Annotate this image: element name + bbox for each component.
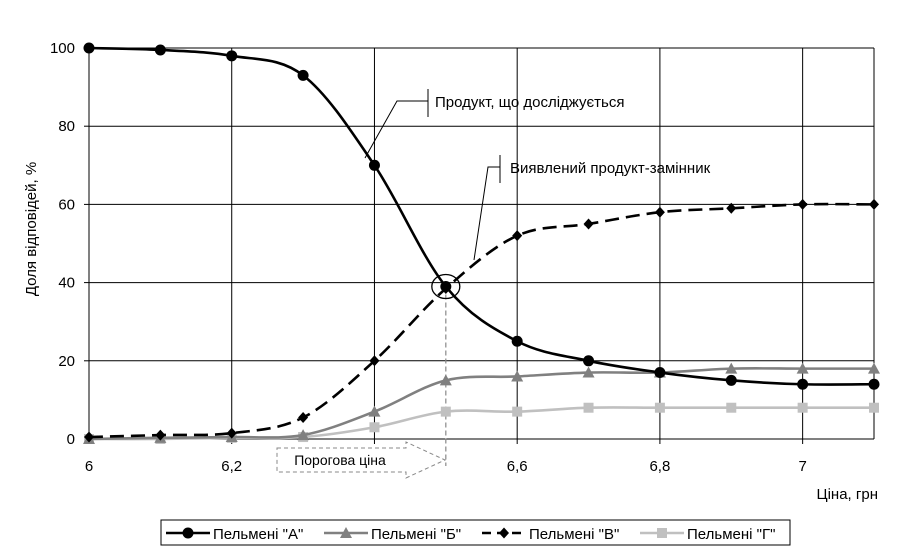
- data-point: [369, 422, 380, 433]
- data-point: [440, 281, 452, 293]
- legend-marker: [340, 527, 352, 538]
- data-point: [155, 429, 166, 441]
- x-tick-label: 7: [798, 458, 806, 475]
- y-tick-label: 60: [58, 196, 75, 213]
- y-tick-label: 20: [58, 353, 75, 370]
- data-point: [726, 402, 737, 413]
- data-point: [582, 366, 595, 378]
- data-point: [511, 335, 523, 347]
- y-tick-label: 0: [67, 431, 75, 448]
- data-point: [512, 230, 523, 242]
- threshold-arrow: [276, 441, 447, 479]
- y-tick-label: 80: [58, 118, 75, 135]
- legend-marker: [182, 527, 194, 539]
- data-point: [869, 402, 879, 413]
- x-tick-label: 6,6: [507, 458, 528, 475]
- data-point: [154, 44, 166, 56]
- legend-label: Пельмені "Б": [371, 526, 461, 543]
- legend-marker: [657, 528, 667, 538]
- series-circle: [83, 42, 880, 390]
- data-point: [868, 378, 880, 390]
- data-point: [869, 198, 879, 210]
- data-point: [797, 378, 809, 390]
- callouts: Продукт, що досліджується Виявлений проду…: [364, 89, 711, 300]
- series-layer: [83, 42, 880, 444]
- legend-item: Пельмені "Б": [324, 526, 461, 543]
- x-tick-label: 6: [85, 458, 93, 475]
- data-point: [439, 374, 452, 386]
- data-point: [368, 405, 381, 417]
- series-line: [88, 367, 874, 441]
- legend-label: Пельмені "В": [529, 526, 619, 543]
- legend-item: Пельмені "А": [166, 526, 303, 543]
- data-point: [654, 206, 665, 218]
- product-label: Продукт, що досліджується: [435, 94, 624, 111]
- data-point: [654, 402, 665, 413]
- data-point: [440, 406, 451, 417]
- data-point: [583, 402, 594, 413]
- data-point: [297, 69, 309, 81]
- x-tick-label: 6,8: [649, 458, 670, 475]
- product-leader-line: [364, 100, 428, 159]
- legend-label: Пельмені "А": [213, 526, 303, 543]
- data-point: [726, 202, 737, 214]
- data-point: [226, 50, 238, 62]
- data-point: [583, 355, 595, 367]
- y-tick-label: 100: [50, 40, 75, 57]
- data-point: [725, 362, 738, 374]
- data-point: [298, 411, 309, 423]
- legend-label: Пельмені "Г": [687, 526, 775, 543]
- x-axis-label: Ціна, грн: [817, 486, 879, 503]
- data-point: [583, 218, 594, 230]
- data-point: [797, 402, 808, 413]
- data-point: [796, 362, 809, 374]
- legend: Пельмені "А" Пельмені "Б" Пельмені "В" Пель…: [160, 519, 791, 546]
- axes: 0 20 40 60 80 100 6 6,2 6,6 6,8 7: [50, 40, 874, 475]
- threshold-label: Порогова ціна: [294, 452, 386, 468]
- data-point: [226, 427, 237, 439]
- data-point: [368, 159, 380, 171]
- substitute-leader-line: [473, 166, 500, 261]
- data-point: [83, 42, 95, 54]
- intersection-circle: [431, 273, 461, 300]
- data-point: [369, 355, 380, 367]
- data-point: [511, 370, 524, 382]
- data-point: [868, 362, 880, 374]
- y-tick-label: 40: [58, 275, 75, 292]
- y-axis-label: Доля відповідей, %: [23, 162, 40, 296]
- data-point: [512, 406, 523, 417]
- legend-marker: [499, 527, 509, 539]
- series-triangle: [83, 362, 880, 444]
- substitute-label: Виявлений продукт-замінник: [510, 160, 711, 177]
- legend-box: [160, 519, 791, 546]
- x-tick-label: 6,2: [221, 458, 242, 475]
- legend-item: Пельмені "Г": [640, 526, 775, 543]
- threshold-marker: Порогова ціна: [276, 286, 447, 479]
- data-point: [725, 374, 737, 386]
- data-point: [654, 367, 666, 379]
- legend-item: Пельмені "В": [482, 526, 619, 543]
- grid: [89, 47, 875, 439]
- data-point: [84, 431, 94, 443]
- data-point: [797, 198, 808, 210]
- data-point: [297, 429, 310, 441]
